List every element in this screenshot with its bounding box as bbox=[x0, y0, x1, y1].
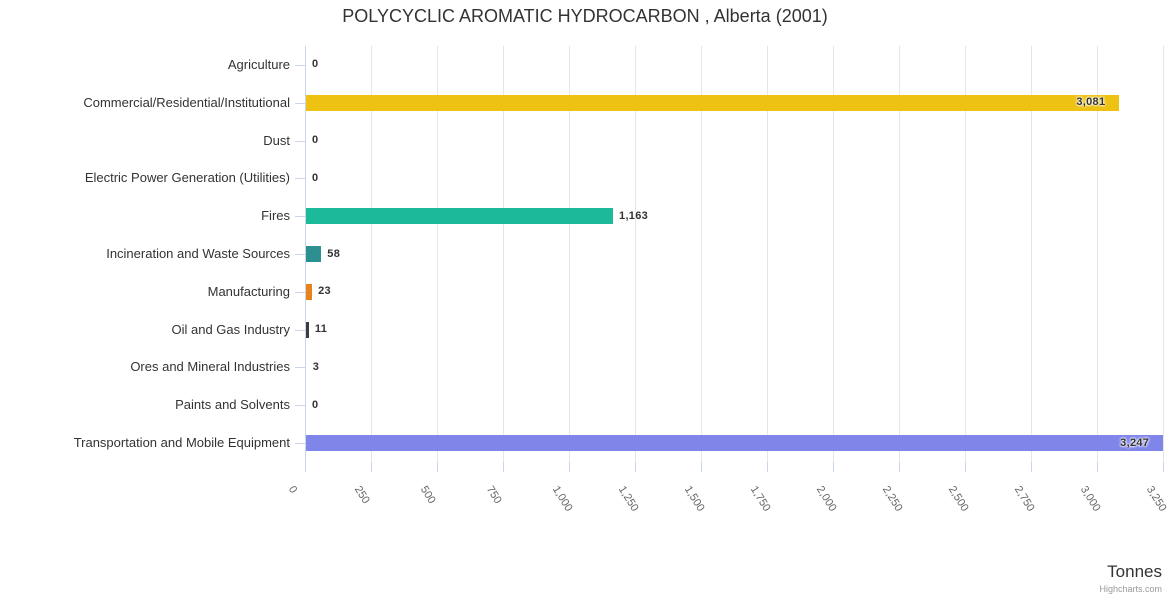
gridline bbox=[569, 46, 570, 462]
category-label: Paints and Solvents bbox=[175, 397, 290, 413]
x-axis-tick-label: 750 bbox=[483, 484, 504, 506]
value-axis-title: Tonnes bbox=[1107, 562, 1162, 581]
x-axis-tick-label: 500 bbox=[417, 484, 438, 506]
gridline bbox=[767, 46, 768, 462]
x-axis-tick bbox=[371, 462, 372, 472]
category-label: Electric Power Generation (Utilities) bbox=[84, 170, 290, 186]
value-label: 0 bbox=[312, 398, 319, 411]
bar-incineration-and-waste-sources[interactable] bbox=[306, 246, 322, 262]
category-label: Incineration and Waste Sources bbox=[106, 246, 290, 261]
gridline bbox=[701, 46, 702, 462]
x-axis-tick-label: 2,250 bbox=[879, 484, 905, 514]
category-axis-tick bbox=[295, 291, 305, 293]
x-axis-tick bbox=[767, 462, 768, 472]
x-axis-tick-label: 1,250 bbox=[615, 484, 641, 514]
x-axis-tick-label: 0 bbox=[285, 484, 300, 496]
bar-manufacturing[interactable] bbox=[306, 283, 313, 300]
category-label: Oil and Gas Industry bbox=[171, 321, 291, 337]
category-axis-tick bbox=[295, 140, 305, 142]
x-axis-tick-label: 2,000 bbox=[813, 484, 839, 514]
x-axis-tick bbox=[1163, 462, 1164, 472]
gridline bbox=[833, 46, 834, 462]
gridline bbox=[965, 46, 966, 462]
category-label: Manufacturing bbox=[207, 283, 290, 299]
chart-title: POLYCYCLIC AROMATIC HYDROCARBON , Albert… bbox=[342, 6, 828, 26]
category-label: Dust bbox=[263, 132, 290, 148]
category-axis-tick bbox=[295, 64, 305, 66]
value-label: 1,163 bbox=[619, 209, 649, 222]
category-axis-tick bbox=[295, 443, 305, 445]
category-axis-tick bbox=[295, 367, 305, 369]
x-axis-tick-label: 1,000 bbox=[549, 484, 575, 514]
x-axis-tick-label: 1,750 bbox=[747, 484, 773, 514]
category-axis-tick bbox=[295, 405, 305, 407]
x-axis-tick bbox=[701, 462, 702, 472]
bar-commercial-residential-institutional[interactable] bbox=[306, 94, 1120, 111]
x-axis-tick-label: 3,000 bbox=[1077, 484, 1103, 514]
gridline bbox=[437, 46, 438, 462]
category-axis-line bbox=[305, 46, 306, 472]
bar-transportation-and-mobile-equipment[interactable] bbox=[306, 435, 1163, 452]
x-axis-tick-label: 2,750 bbox=[1011, 484, 1037, 514]
category-axis-tick bbox=[295, 102, 305, 104]
category-label: Ores and Mineral Industries bbox=[130, 359, 290, 375]
x-axis-tick-label: 1,500 bbox=[681, 484, 707, 514]
gridline bbox=[1031, 46, 1032, 462]
value-label: 23 bbox=[318, 285, 331, 298]
category-axis-tick bbox=[295, 216, 305, 218]
category-label: Agriculture bbox=[227, 56, 290, 72]
bar-oil-and-gas-industry[interactable] bbox=[306, 321, 309, 338]
gridline bbox=[899, 46, 900, 462]
x-axis-tick bbox=[1097, 462, 1098, 472]
value-label: 3 bbox=[312, 360, 320, 373]
gridline bbox=[635, 46, 636, 462]
gridline bbox=[371, 46, 372, 462]
value-label: 3,081 bbox=[1076, 96, 1106, 109]
x-axis-tick bbox=[437, 462, 438, 472]
x-axis-tick bbox=[899, 462, 900, 472]
x-axis-tick bbox=[965, 462, 966, 472]
x-axis-tick bbox=[635, 462, 636, 472]
gridline bbox=[1097, 46, 1098, 462]
value-label: 0 bbox=[312, 171, 319, 184]
category-axis-tick bbox=[295, 254, 305, 255]
value-label: 0 bbox=[312, 134, 319, 147]
category-axis-tick bbox=[295, 178, 305, 180]
category-label: Transportation and Mobile Equipment bbox=[73, 435, 290, 451]
value-label: 0 bbox=[312, 58, 319, 71]
value-label: 58 bbox=[327, 247, 341, 260]
bar-fires[interactable] bbox=[306, 208, 614, 225]
value-label: 3,247 bbox=[1120, 436, 1150, 449]
x-axis-tick-label: 3,250 bbox=[1143, 484, 1169, 514]
gridline bbox=[1163, 46, 1164, 462]
category-axis-tick bbox=[295, 329, 305, 331]
category-label: Commercial/Residential/Institutional bbox=[83, 94, 290, 110]
x-axis-tick bbox=[569, 462, 570, 472]
x-axis-tick bbox=[1031, 462, 1032, 472]
value-label: 11 bbox=[314, 323, 328, 336]
x-axis-tick bbox=[503, 462, 504, 472]
x-axis-tick-label: 2,500 bbox=[945, 484, 971, 514]
x-axis-tick-label: 250 bbox=[351, 484, 372, 506]
x-axis-tick bbox=[833, 462, 834, 472]
category-label: Fires bbox=[261, 208, 290, 224]
gridline bbox=[503, 46, 504, 462]
highcharts-credits-link[interactable]: Highcharts.com bbox=[1099, 584, 1162, 594]
